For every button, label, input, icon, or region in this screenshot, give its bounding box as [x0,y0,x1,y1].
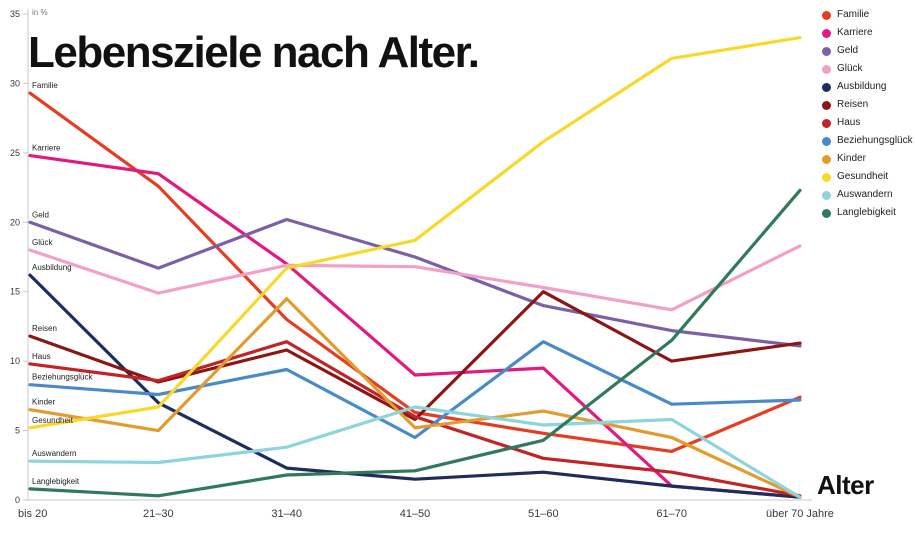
legend-label: Beziehungsglück [837,135,913,146]
legend-dot-icon [822,136,831,146]
legend-item-gl-ck: Glück [822,64,913,74]
legend-dot-icon [822,208,831,218]
series-start-label-reisen: Reisen [32,324,57,333]
legend-dot-icon [822,10,831,20]
series-start-label-beziehungsgl-ck: Beziehungsglück [32,373,93,382]
legend-label: Kinder [837,153,866,164]
legend-label: Ausbildung [837,81,887,92]
series-line-haus [28,340,802,498]
series-start-label-ausbildung: Ausbildung [32,263,72,272]
legend-label: Geld [837,45,859,56]
y-axis-unit-label: in % [32,8,48,17]
series-line-auswandern [28,405,802,499]
series-line-langlebigkeit [28,188,802,498]
legend-item-familie: Familie [822,10,913,20]
x-tick-label: 41–50 [400,508,431,520]
legend-item-reisen: Reisen [822,100,913,110]
legend-item-ausbildung: Ausbildung [822,82,913,92]
y-tick-label: 20 [10,217,20,227]
series-line-gesundheit [28,35,802,430]
series-start-label-auswandern: Auswandern [32,449,76,458]
series-start-label-langlebigkeit: Langlebigkeit [32,477,80,486]
legend-item-haus: Haus [822,118,913,128]
legend-dot-icon [822,172,831,182]
legend-dot-icon [822,64,831,74]
legend-label: Haus [837,117,861,128]
legend-label: Familie [837,9,870,20]
series-start-label-gesundheit: Gesundheit [32,416,74,425]
y-tick-label: 0 [15,495,20,505]
y-tick-label: 5 [15,426,20,436]
legend-dot-icon [822,28,831,38]
legend-item-langlebigkeit: Langlebigkeit [822,208,913,218]
legend-dot-icon [822,46,831,56]
y-tick-label: 25 [10,148,20,158]
series-line-reisen [28,290,802,422]
chart-title: Lebensziele nach Alter. [28,28,480,77]
y-tick-label: 35 [10,9,20,19]
x-tick-label: 31–40 [271,508,302,520]
series-line-kinder [28,297,802,499]
legend-label: Reisen [837,99,869,110]
series-start-label-gl-ck: Glück [32,238,53,247]
series-line-beziehungsgl-ck [28,340,802,440]
series-start-label-kinder: Kinder [32,398,55,407]
series-line-gl-ck [28,244,802,312]
series-line-geld [28,217,802,348]
legend-label: Gesundheit [837,171,889,182]
y-tick-label: 10 [10,356,20,366]
x-tick-label: 21–30 [143,508,174,520]
legend-item-geld: Geld [822,46,913,56]
y-tick-label: 15 [10,287,20,297]
legend: Familie Karriere Geld Glück Ausbildung Reisen… [822,10,913,218]
series-start-label-haus: Haus [32,352,51,361]
y-tick-label: 30 [10,78,20,88]
legend-dot-icon [822,118,831,128]
legend-label: Auswandern [837,189,893,200]
series-line-ausbildung [28,273,802,499]
legend-item-gesundheit: Gesundheit [822,172,913,182]
series-start-label-familie: Familie [32,81,58,90]
x-axis-title: Alter [817,470,874,500]
legend-label: Langlebigkeit [837,207,896,218]
legend-dot-icon [822,154,831,164]
legend-dot-icon [822,82,831,92]
legend-label: Glück [837,63,863,74]
x-tick-label: 61–70 [656,508,687,520]
series-start-label-karriere: Karriere [32,144,61,153]
legend-dot-icon [822,100,831,110]
x-tick-label: über 70 Jahre [766,508,834,520]
legend-label: Karriere [837,27,873,38]
series-line-familie [28,91,802,453]
x-tick-label: bis 20 [18,508,47,520]
legend-item-auswandern: Auswandern [822,190,913,200]
x-tick-label: 51–60 [528,508,559,520]
legend-item-beziehungsgl-ck: Beziehungsglück [822,136,913,146]
legend-item-karriere: Karriere [822,28,913,38]
legend-item-kinder: Kinder [822,154,913,164]
legend-dot-icon [822,190,831,200]
series-start-label-geld: Geld [32,210,49,219]
